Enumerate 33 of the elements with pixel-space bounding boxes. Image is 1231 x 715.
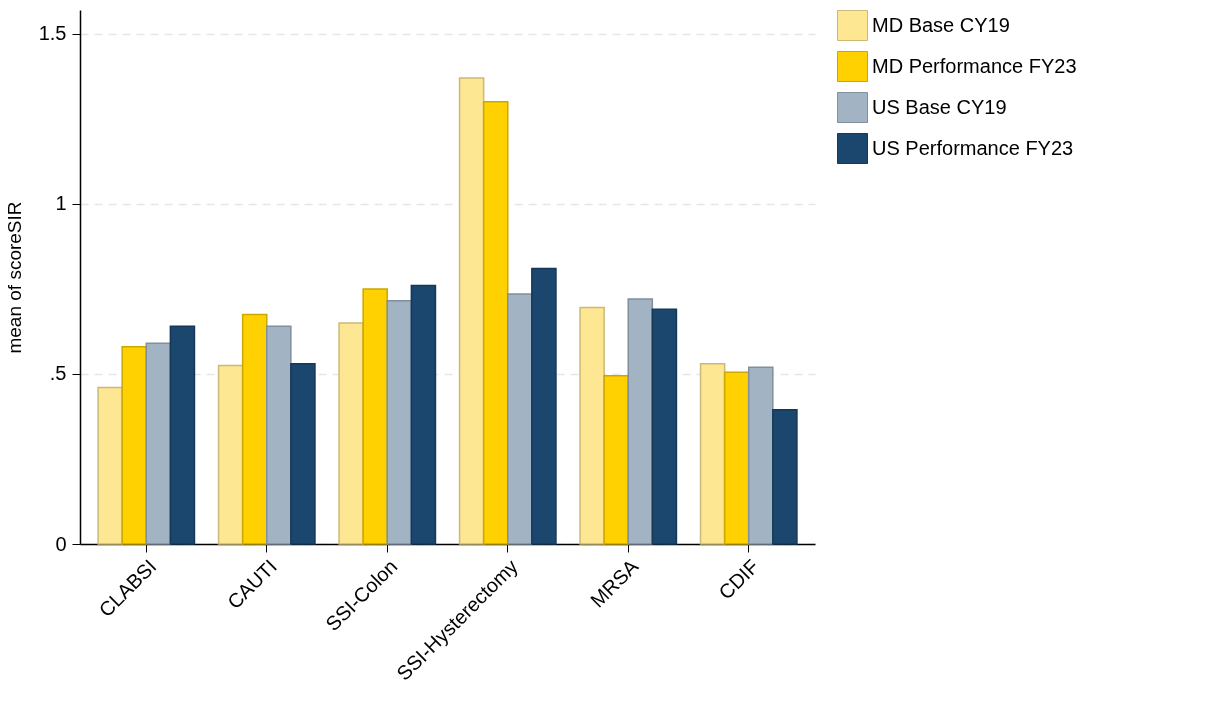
bar (507, 293, 533, 545)
bar (386, 300, 413, 545)
bar (145, 342, 172, 545)
y-tick-label: .5 (49, 362, 67, 385)
bar (362, 288, 388, 545)
bar (747, 366, 774, 545)
bar (699, 362, 726, 545)
bar (241, 313, 268, 545)
bar (410, 284, 437, 545)
legend-label: US Performance FY23 (872, 136, 1074, 159)
legend-label: MD Base CY19 (872, 13, 1010, 36)
y-axis-title: mean of scoreSIR (3, 201, 25, 354)
y-tick-label: 1 (55, 192, 67, 215)
bar (121, 345, 148, 545)
y-tick-label: 0 (55, 532, 67, 555)
y-tick-label: 1.5 (38, 22, 67, 45)
bar (531, 267, 557, 545)
bar (627, 298, 654, 545)
bar (603, 374, 629, 545)
bar (217, 364, 244, 545)
bar (338, 322, 364, 545)
bar (290, 362, 316, 545)
bar (579, 306, 605, 545)
bar (723, 371, 750, 545)
bar (482, 101, 509, 545)
bar (772, 408, 798, 545)
bar (266, 325, 292, 545)
bar (97, 386, 123, 545)
bar (458, 77, 485, 545)
bar (651, 308, 678, 545)
bar (169, 325, 196, 545)
legend-label: US Base CY19 (872, 95, 1007, 118)
legend-label: MD Performance FY23 (872, 54, 1077, 77)
